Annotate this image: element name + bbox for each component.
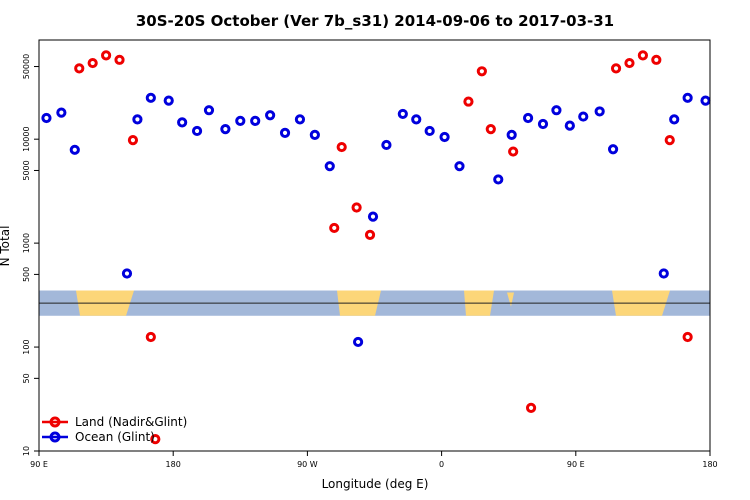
- ocean-point: [669, 114, 680, 125]
- ocean-point: [294, 114, 306, 125]
- x-axis: 90 E 180 90 W 0 90 E 180: [30, 451, 718, 469]
- ocean-point: [564, 120, 575, 131]
- ocean-point: [69, 144, 80, 155]
- ocean-point: [324, 161, 335, 172]
- ocean-point: [163, 95, 174, 106]
- legend-label-land: Land (Nadir&Glint): [75, 415, 187, 429]
- land-point: [463, 96, 474, 107]
- x-tick-label: 180: [702, 460, 717, 469]
- land-point: [74, 63, 85, 74]
- ocean-point: [411, 114, 422, 125]
- ocean-point: [352, 336, 364, 348]
- land-point: [127, 134, 139, 146]
- ocean-point: [506, 129, 517, 140]
- y-tick-label: 1000: [22, 233, 31, 253]
- ocean-point: [220, 124, 231, 135]
- ocean-point: [493, 174, 504, 185]
- ocean-point: [700, 95, 711, 106]
- ocean-point: [203, 105, 215, 116]
- land-point: [114, 54, 125, 65]
- land-point: [682, 331, 693, 343]
- ocean-point: [132, 114, 143, 125]
- legend-marker-ocean: [49, 431, 61, 443]
- ocean-point: [551, 105, 562, 116]
- map-land-madagascar: [507, 292, 514, 307]
- y-tick-label: 500: [22, 267, 31, 282]
- land-point: [664, 134, 675, 146]
- land-point: [485, 124, 496, 135]
- land-point: [651, 54, 662, 65]
- ocean-point: [424, 125, 435, 137]
- ocean-point: [658, 268, 669, 279]
- ocean-point: [279, 127, 291, 138]
- ocean-point: [177, 117, 188, 128]
- land-point: [87, 57, 98, 69]
- y-tick-label: 10: [22, 446, 31, 456]
- ocean-point: [522, 112, 534, 124]
- y-tick-label: 5000: [22, 160, 31, 180]
- ocean-point: [250, 115, 261, 126]
- land-point: [336, 141, 347, 153]
- ocean-point: [309, 129, 320, 140]
- ocean-point: [367, 211, 379, 222]
- data-points: [41, 50, 711, 445]
- y-tick-label: 100: [22, 339, 31, 354]
- land-point: [150, 434, 161, 445]
- land-point: [525, 402, 537, 413]
- ocean-point: [578, 111, 589, 122]
- ocean-point: [454, 161, 465, 172]
- y-axis-label: N Total: [0, 226, 12, 267]
- ocean-point: [381, 139, 392, 151]
- ocean-point: [594, 106, 605, 117]
- x-tick-label: 90 E: [567, 460, 585, 469]
- y-tick-label: 10000: [22, 126, 31, 151]
- ocean-point: [121, 268, 133, 279]
- ocean-point: [235, 115, 246, 126]
- x-tick-label: 90 E: [30, 460, 48, 469]
- y-tick-label: 50: [22, 373, 31, 383]
- ocean-point: [191, 125, 203, 137]
- ocean-point: [439, 131, 450, 143]
- plot-frame: [38, 39, 711, 452]
- series-ocean: [41, 92, 711, 348]
- land-point: [364, 229, 376, 240]
- x-tick-label: 90 W: [297, 460, 318, 469]
- x-axis-label: Longitude (deg E): [322, 477, 429, 491]
- ocean-point: [41, 112, 52, 124]
- map-strip: [39, 290, 710, 316]
- land-point: [624, 57, 635, 69]
- land-point: [145, 331, 156, 343]
- legend-label-ocean: Ocean (Glint): [75, 430, 155, 444]
- land-point: [329, 222, 340, 234]
- land-point: [351, 202, 362, 213]
- ocean-point: [145, 92, 156, 103]
- legend-marker-land: [49, 416, 61, 428]
- series-land: [74, 50, 693, 445]
- land-point: [637, 50, 649, 61]
- y-axis: 10 50 100 500 1000 5000 10000 50000: [22, 54, 39, 456]
- legend: Land (Nadir&Glint) Ocean (Glint): [42, 415, 187, 444]
- legend-entry-land: Land (Nadir&Glint): [42, 415, 187, 429]
- land-point: [508, 146, 519, 157]
- x-tick-label: 0: [439, 460, 444, 469]
- land-point: [476, 66, 487, 77]
- land-point: [101, 50, 112, 61]
- ocean-point: [537, 118, 549, 130]
- legend-entry-ocean: Ocean (Glint): [42, 430, 155, 444]
- ocean-point: [265, 110, 276, 121]
- chart-title: 30S-20S October (Ver 7b_s31) 2014-09-06 …: [136, 12, 614, 30]
- ocean-point: [397, 108, 408, 120]
- y-tick-label: 50000: [22, 54, 31, 79]
- ocean-point: [682, 92, 693, 103]
- ocean-point: [56, 107, 67, 118]
- ocean-point: [607, 144, 619, 155]
- x-tick-label: 180: [166, 460, 181, 469]
- land-point: [610, 63, 622, 74]
